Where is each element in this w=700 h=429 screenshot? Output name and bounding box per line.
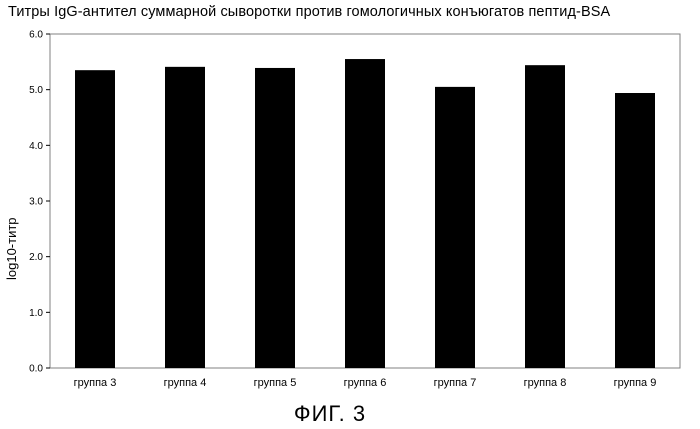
y-tick-label: 4.0 xyxy=(29,141,43,152)
x-tick-label: группа 9 xyxy=(614,377,657,389)
figure-caption: ФИГ. 3 xyxy=(293,401,367,426)
bar-1 xyxy=(75,70,115,368)
y-tick-label: 0.0 xyxy=(29,364,43,375)
bar-2 xyxy=(165,66,205,369)
x-tick-label: группа 8 xyxy=(524,377,567,389)
bars xyxy=(75,59,655,369)
y-tick-label: 2.0 xyxy=(29,252,43,263)
y-axis: 0.0 1.0 2.0 3.0 4.0 5.0 6.0 xyxy=(29,30,50,375)
x-tick-label: группа 7 xyxy=(434,377,477,389)
x-tick-label: группа 3 xyxy=(74,377,117,389)
y-tick-label: 1.0 xyxy=(29,308,43,319)
x-tick-label: группа 6 xyxy=(344,377,387,389)
bar-3 xyxy=(255,67,295,368)
y-tick-label: 5.0 xyxy=(29,85,43,96)
y-tick-label: 6.0 xyxy=(29,30,43,41)
bar-4 xyxy=(345,59,385,369)
x-tick-label: группа 4 xyxy=(164,377,207,389)
x-tick-label: группа 5 xyxy=(254,377,297,389)
bar-5 xyxy=(435,86,475,368)
chart-title: Титры IgG-антител суммарной сыворотки пр… xyxy=(8,4,611,20)
bar-6 xyxy=(525,65,565,368)
x-axis: группа 3 группа 4 группа 5 группа 6 группа 7… xyxy=(74,377,657,389)
y-tick-label: 3.0 xyxy=(29,197,43,208)
bar-7 xyxy=(615,93,655,369)
